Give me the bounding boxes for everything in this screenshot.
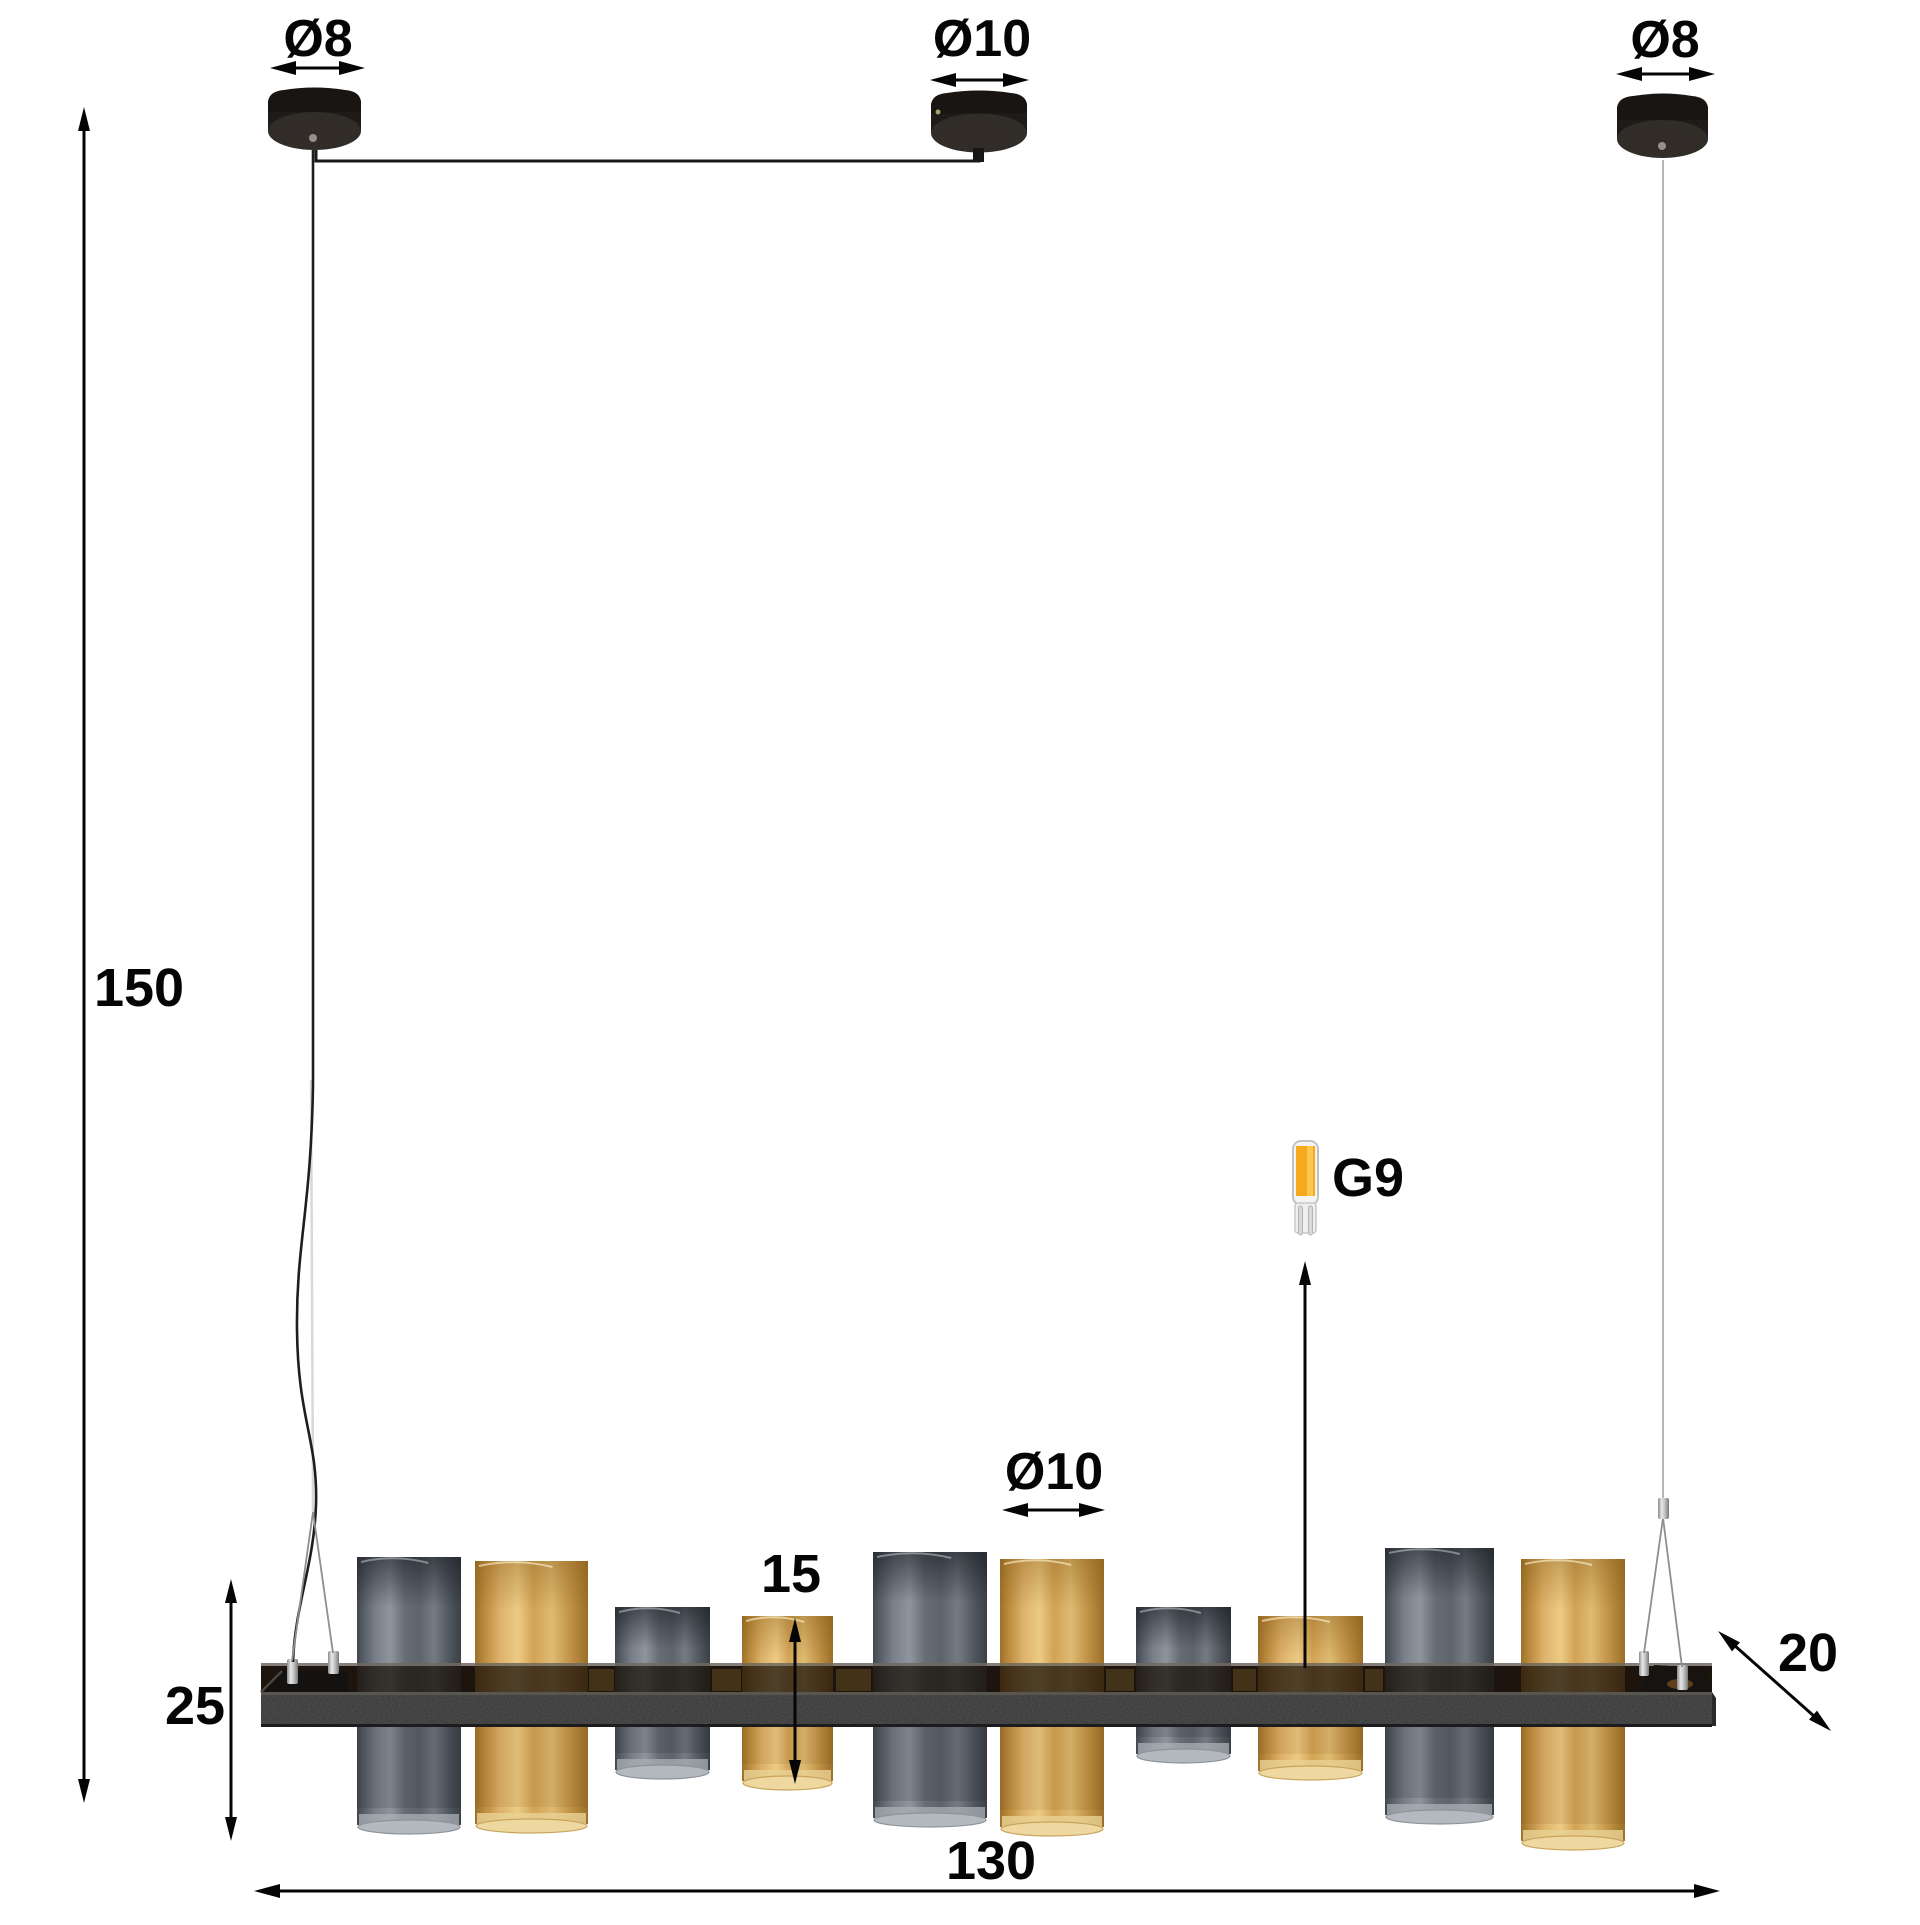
svg-text:G9: G9 (1332, 1148, 1404, 1208)
svg-text:Ø10: Ø10 (933, 10, 1031, 68)
svg-text:Ø8: Ø8 (283, 10, 352, 68)
svg-text:15: 15 (761, 1544, 821, 1604)
svg-text:130: 130 (946, 1831, 1036, 1891)
svg-text:25: 25 (165, 1676, 225, 1736)
svg-text:Ø10: Ø10 (1005, 1443, 1103, 1501)
svg-text:Ø8: Ø8 (1630, 11, 1699, 69)
svg-text:20: 20 (1778, 1623, 1838, 1683)
svg-text:150: 150 (94, 958, 184, 1018)
